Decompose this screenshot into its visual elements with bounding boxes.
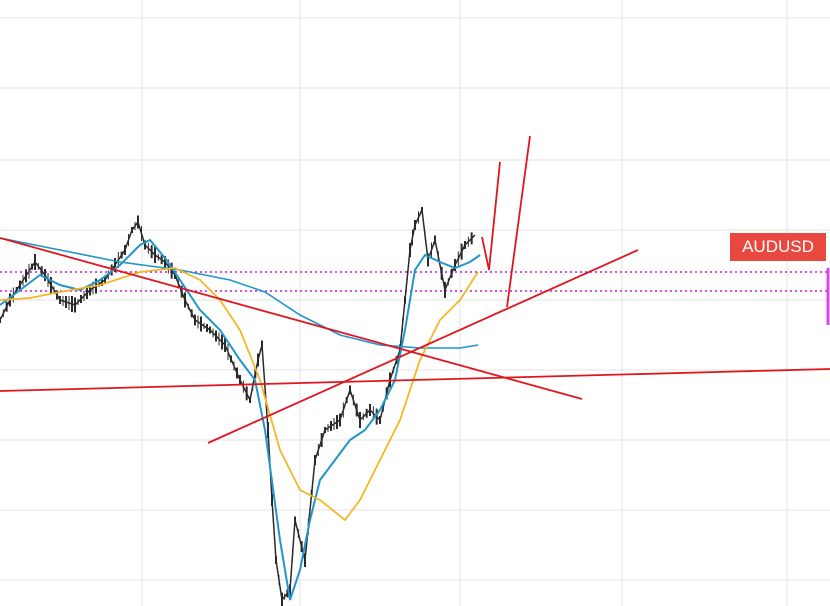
fast-ma [0, 238, 481, 601]
symbol-label: AUDUSD [730, 233, 826, 261]
price-line [0, 207, 476, 602]
candles [0, 207, 473, 606]
trend-lines [0, 135, 830, 444]
